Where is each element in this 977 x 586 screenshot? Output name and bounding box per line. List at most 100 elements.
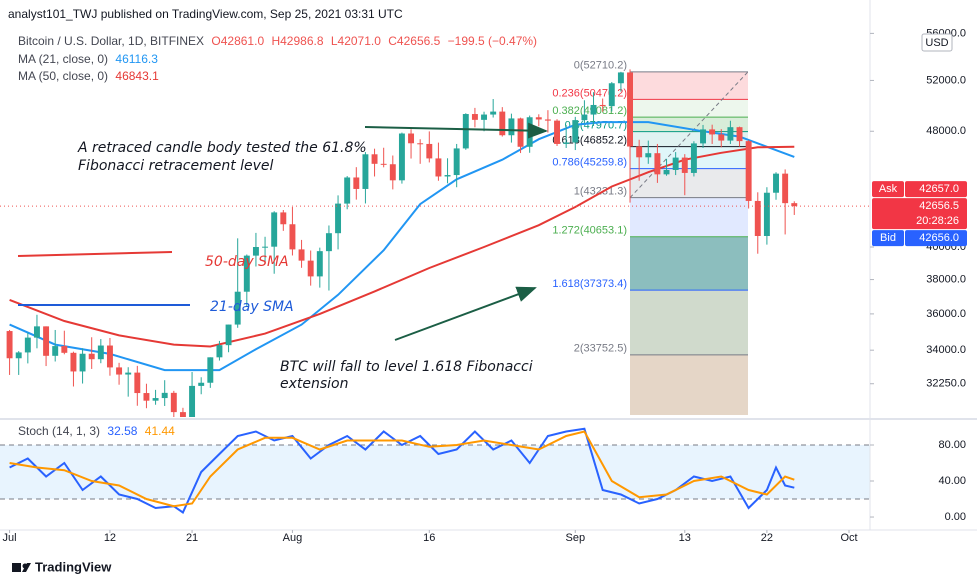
fib-label: 1.272(40653.1) [552,225,627,237]
arrow [394,286,537,341]
x-tick-label: Aug [283,532,303,544]
ohlc-value: L42071.0 [330,34,381,48]
candle-body [298,249,305,261]
candle-body [152,398,159,401]
y-tick-label: 48000.0 [926,125,966,137]
axes: 56000.052000.048000.040000.038000.036000… [0,0,977,544]
change: −199.5 (−0.47%) [447,34,538,48]
fib-label: 0.786(45259.8) [552,156,627,168]
candle-body [198,382,205,386]
y-tick-label: 40.00 [938,475,966,487]
candle-body [234,291,241,325]
candle-body [216,345,223,358]
stoch-band [0,444,870,500]
candle-body [252,247,259,256]
candle-body [134,372,141,394]
candle-body [481,114,488,120]
candle-body [690,143,697,173]
ask-tag [872,181,904,198]
fib-zone [630,168,748,198]
candle-body [581,114,588,121]
x-tick-label: 21 [186,532,198,544]
ohlc-value: C42656.5 [388,34,441,48]
ma-line [9,145,795,348]
candle-body [61,346,68,353]
candle-body [289,224,296,250]
fib-label: 1(43231.3) [574,186,627,198]
candle-body [408,133,415,144]
fib-label: 1.618(37373.4) [552,278,627,290]
candle-body [517,118,524,147]
annotation-text: BTC will fall to level 1.618 Fibonacci [280,359,533,375]
candle-body [590,104,597,115]
ask-price: 42657.0 [919,183,959,195]
fib-label: 0.618(46852.2) [552,135,627,147]
ask-price-tag [905,181,967,198]
stoch-line [9,427,795,515]
annotations: A retraced candle body tested the 61.8% … [8,7,953,574]
candle-body [161,392,168,399]
fib-label: 0.382(49081.2) [552,105,627,117]
ma50-legend: MA (50, close, 0) 46843.1 [18,69,163,83]
candle-body [97,345,104,360]
fib-zone [630,117,748,132]
candle-body [179,412,186,417]
price-tag [872,198,967,230]
candle-body [362,154,369,189]
candle-body [763,192,770,236]
x-tick-label: 22 [761,532,773,544]
y-tick-label: 52000.0 [926,74,966,86]
legend-label: MA (21, close, 0) [18,52,109,66]
candle-body [125,372,132,375]
stoch-legend: Stoch (14, 1, 3) 32.58 41.44 [18,424,179,438]
ask-label: Ask [879,183,898,195]
fib-label: 0(52710.2) [574,60,627,72]
candle-body [672,157,679,170]
candle-body [572,120,579,143]
annotation-text: Fibonacci retracement level [78,158,274,174]
candle-body [754,200,761,236]
candle-body [79,353,86,372]
price-pane: 0(52710.2) 0.236(50470.2) 0.382(49081.2) 0.… [0,60,870,417]
y-tick-label: 0.00 [945,511,966,523]
candle-body [535,117,542,120]
y-tick-label: 38000.0 [926,273,966,285]
bid-tag [872,230,904,247]
candle-body [745,141,752,201]
candle-body [316,251,323,277]
candle-body [617,72,624,84]
candle-body [52,346,59,356]
sma50-sample-line [17,251,173,257]
fib-zone [630,197,748,237]
countdown: 20:28:26 [916,215,959,227]
x-tick-label: 12 [104,532,116,544]
currency: USD [925,37,948,49]
candle-body [143,393,150,401]
last-price: 42656.5 [919,200,959,212]
candle-body [170,392,177,413]
candle-body [15,352,22,359]
bid-price-tag [905,230,967,247]
candle-body [700,129,706,144]
candle-body [243,255,250,292]
candle-body [88,353,95,360]
candle-body [426,143,433,159]
candle-body [380,163,387,165]
stoch-pane [0,427,870,515]
candle-body [773,173,779,193]
candle-body [207,357,214,383]
x-tick-label: Oct [840,532,857,544]
candle-body [371,154,378,164]
x-tick-label: Sep [565,532,585,544]
candle-body [608,83,615,107]
legend-value: 46843.1 [115,69,159,83]
candle-body [325,233,332,252]
fib-zone [630,71,748,100]
y-tick-label: 34000.0 [926,344,966,356]
annotation-text: 50-day SMA [205,254,289,270]
candle-body [435,158,442,177]
annotation-text: extension [280,376,349,392]
x-tick-label: 13 [679,532,691,544]
ohlc-value: H42986.8 [271,34,324,48]
candle-body [271,212,278,247]
